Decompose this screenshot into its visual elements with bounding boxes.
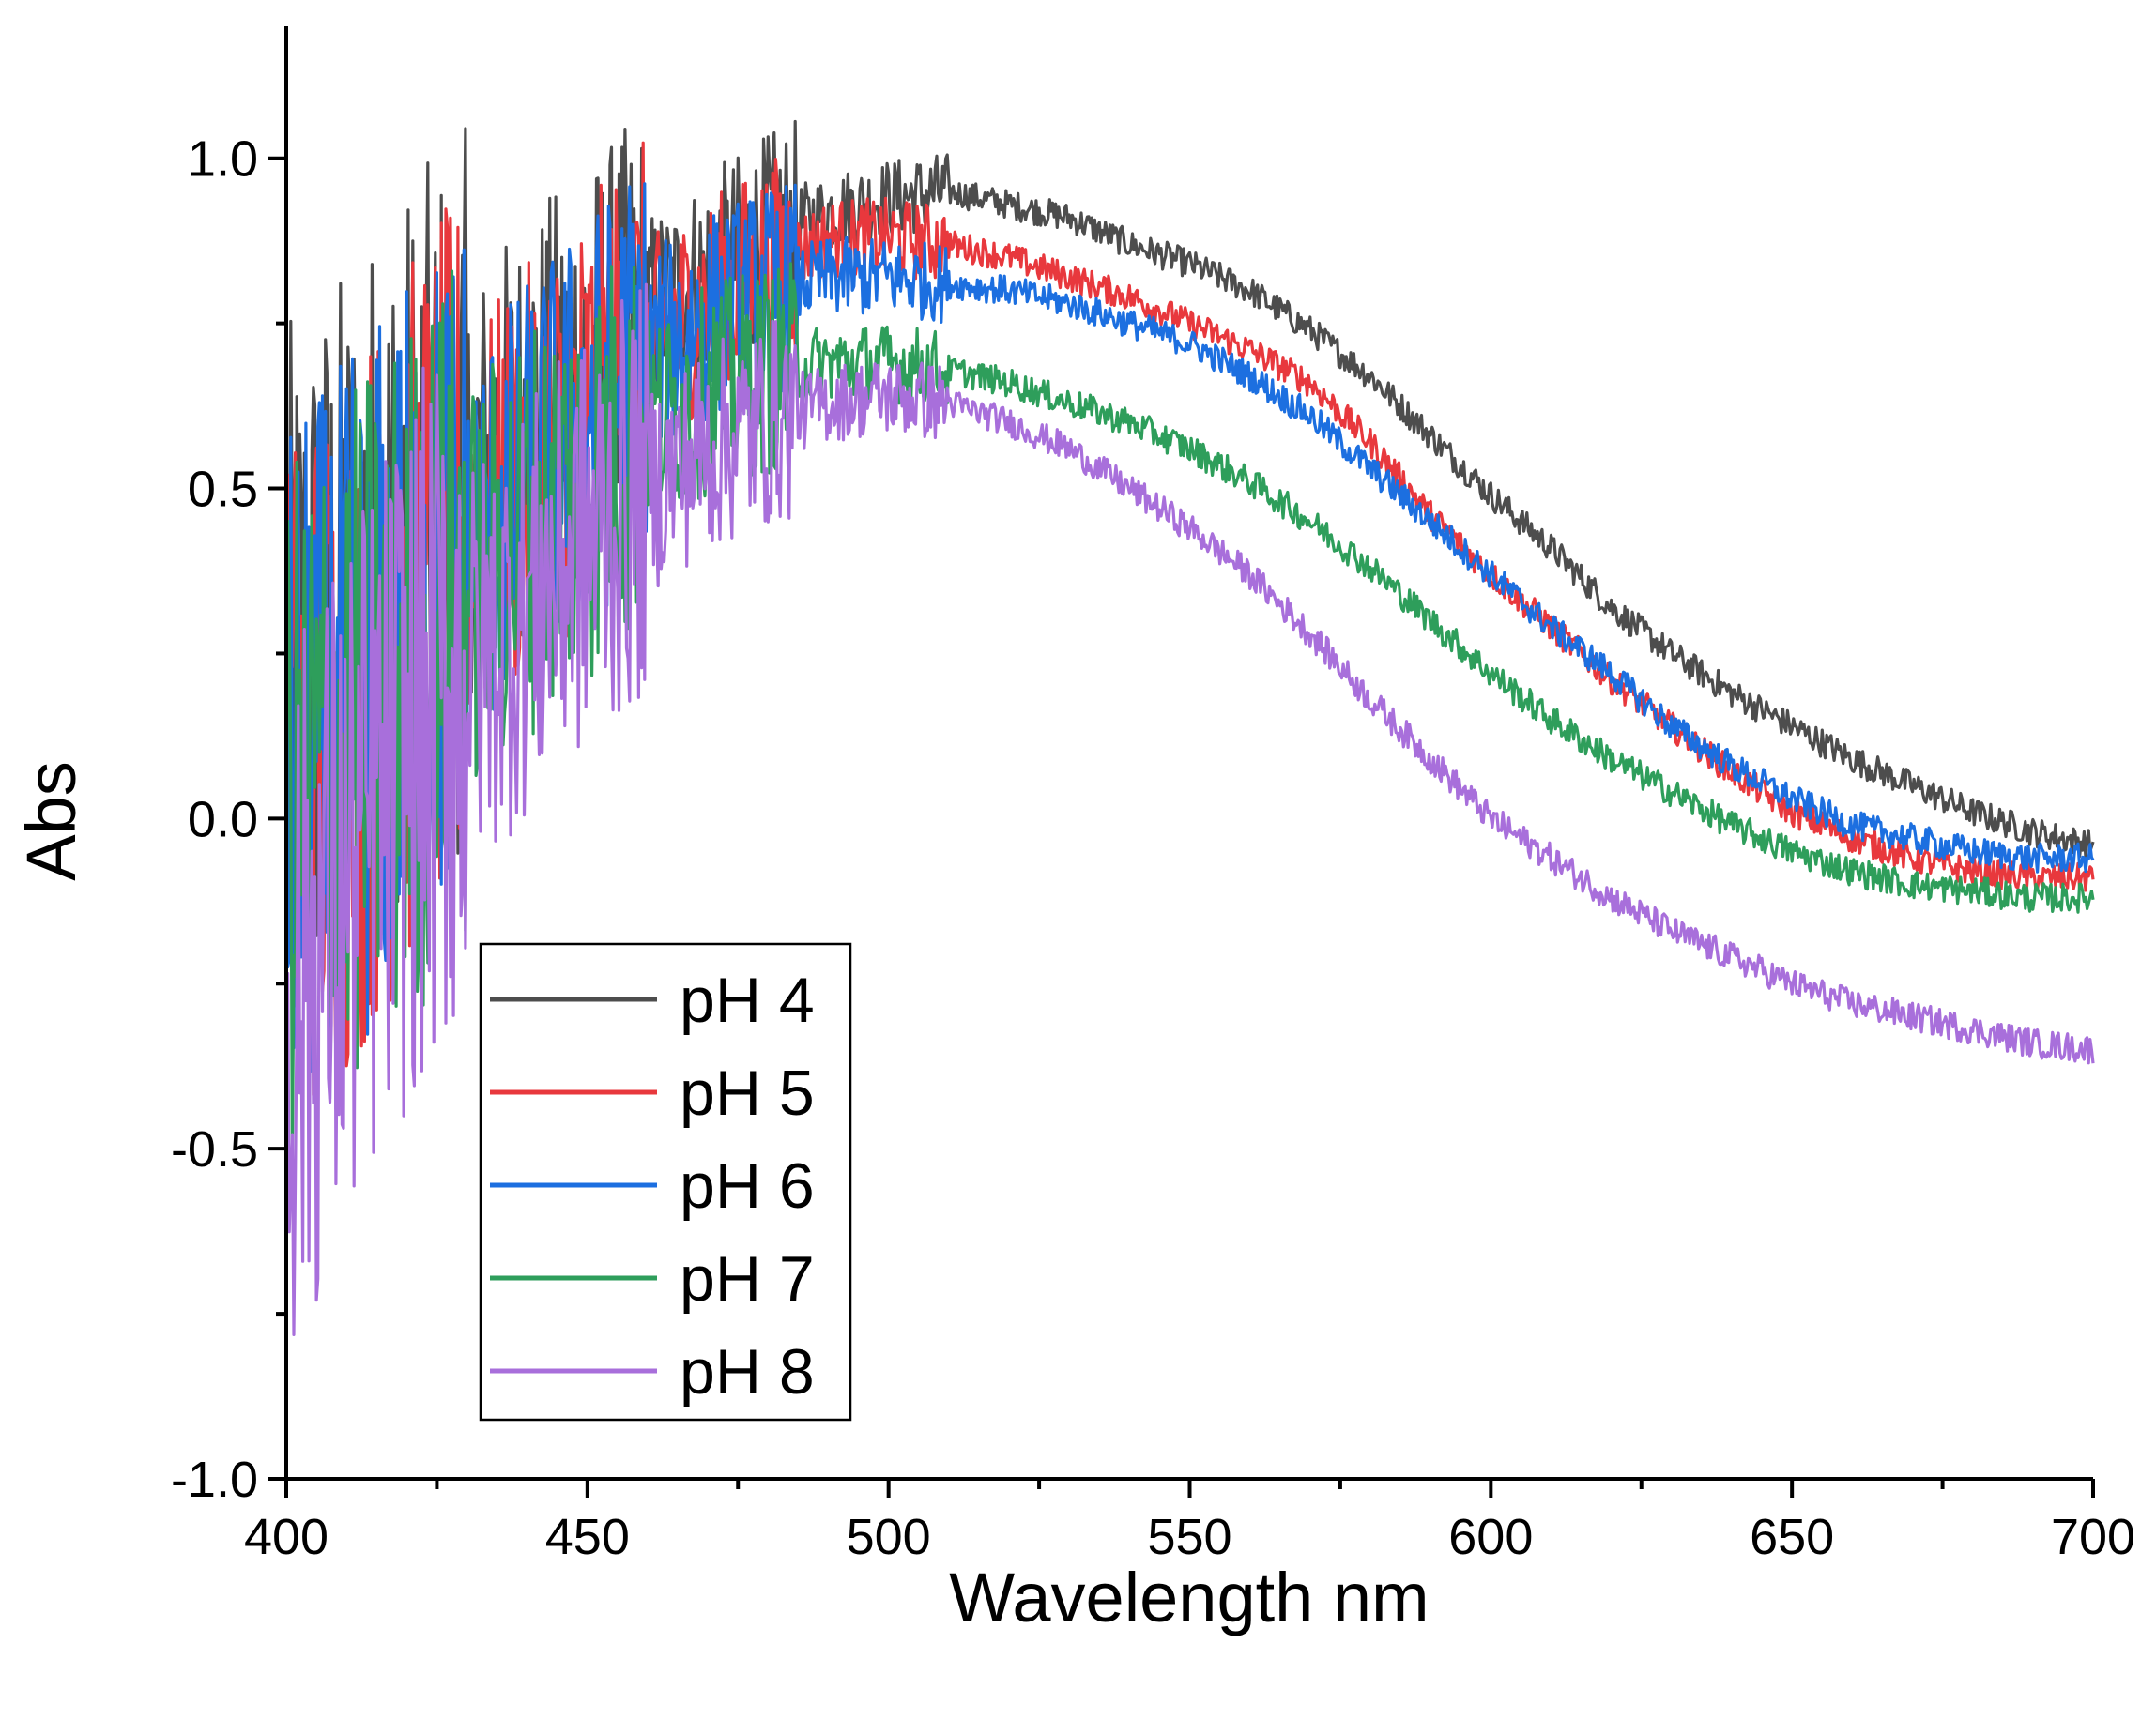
y-axis-title: Abs [12,761,90,881]
legend-label: pH 5 [680,1058,815,1129]
ticks-layer: 400 450 500 550 600 650 700 -1.0 -0.5 0.0 0.5 1.0 [171,131,2135,1565]
y-tick-label: -0.5 [171,1121,258,1178]
x-tick-label: 650 [1750,1509,1834,1565]
legend: pH 4 pH 5 pH 6 pH 7 pH 8 [479,942,852,1422]
y-tick-label: 0.5 [188,462,258,518]
y-tick-label: 1.0 [188,131,258,188]
y-tick-label: 0.0 [188,791,258,847]
series-line-ph-8 [286,282,2095,1336]
legend-label: pH 7 [680,1243,815,1315]
x-tick-label: 450 [545,1509,630,1565]
x-tick-label: 550 [1147,1509,1231,1565]
y-tick-label: -1.0 [171,1452,258,1508]
x-tick-label: 700 [2051,1509,2135,1565]
x-tick-label: 500 [847,1509,931,1565]
legend-label: pH 6 [680,1150,815,1222]
x-tick-label: 400 [244,1509,329,1565]
legend-label: pH 4 [680,965,815,1036]
x-tick-label: 600 [1448,1509,1533,1565]
legend-label: pH 8 [680,1336,815,1408]
series-layer [286,119,2095,1336]
x-axis-title: Wavelength nm [949,1559,1429,1636]
legend-box [479,942,852,1422]
